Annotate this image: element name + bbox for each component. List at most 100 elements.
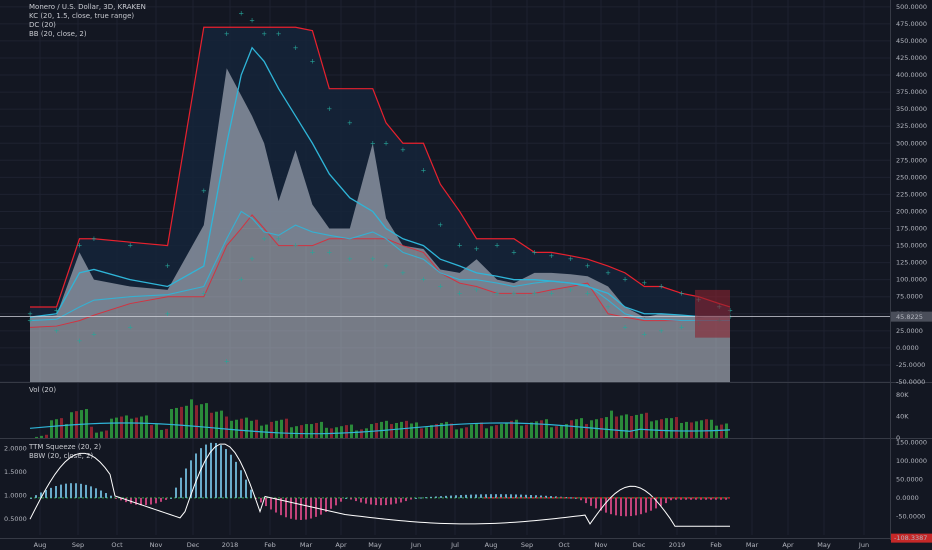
squeeze-dot <box>712 496 714 499</box>
squeeze-label[interactable]: TTM Squeeze (20, 2) <box>29 443 102 451</box>
volume-bar <box>700 420 703 438</box>
volume-bar <box>140 416 143 438</box>
squeeze-bar <box>260 497 262 503</box>
time-tick: 2019 <box>669 541 686 549</box>
squeeze-bar <box>395 497 397 504</box>
squeeze-bar <box>380 497 382 506</box>
volume-bar <box>425 427 428 438</box>
time-tick: Aug <box>34 541 47 549</box>
bb-lower-dot: + <box>585 289 591 297</box>
squeeze-dot <box>552 496 554 499</box>
time-tick: Aug <box>485 541 498 549</box>
squeeze-bar <box>610 497 612 515</box>
price-tick: -25.0000 <box>896 361 925 369</box>
volume-bar <box>120 416 123 438</box>
bb-lower-dot: + <box>309 248 315 256</box>
squeeze-dot <box>684 496 686 499</box>
squeeze-dot <box>576 496 578 499</box>
squeeze-bar <box>540 495 542 498</box>
squeeze-dot <box>652 496 654 499</box>
volume-bar <box>390 424 393 438</box>
bb-upper-dot: + <box>494 242 500 250</box>
dc-lower-line <box>29 214 730 328</box>
bb-upper-dot: + <box>326 105 332 113</box>
bb-lower-dot: + <box>326 248 332 256</box>
squeeze-bar <box>670 497 672 501</box>
squeeze-bar <box>495 494 497 498</box>
squeeze-bar <box>30 497 32 499</box>
bb-upper-dot: + <box>585 262 591 270</box>
bb-upper-dot: + <box>622 276 628 284</box>
squeeze-bar <box>640 497 642 515</box>
bb-lower-dot: + <box>370 255 376 263</box>
squeeze-bar <box>305 497 307 520</box>
volume-bar <box>340 426 343 438</box>
volume-bar <box>600 418 603 438</box>
squeeze-dot <box>728 496 730 499</box>
squeeze-bar <box>685 497 687 500</box>
volume-bar <box>655 420 658 438</box>
squeeze-bar <box>720 497 722 500</box>
squeeze-dot <box>536 496 538 499</box>
squeeze-dot <box>692 496 694 499</box>
squeeze-dot <box>584 496 586 499</box>
squeeze-dot <box>668 496 670 499</box>
volume-bar <box>170 409 173 438</box>
bb-upper-dot: + <box>421 167 427 175</box>
bb-upper-dot: + <box>437 221 443 229</box>
volume-bar <box>45 434 48 438</box>
squeeze-bar <box>80 483 82 498</box>
squeeze-bar <box>430 496 432 498</box>
time-tick: Nov <box>595 541 608 549</box>
squeeze-bar <box>440 496 442 498</box>
squeeze-dot <box>568 496 570 499</box>
squeeze-bar <box>655 497 657 509</box>
squeeze-bar <box>555 496 557 498</box>
squeeze-bar <box>350 497 352 500</box>
volume-bar <box>610 410 613 438</box>
volume-bar <box>480 422 483 438</box>
bb-upper-dot: + <box>165 262 171 270</box>
volume-bar <box>395 422 398 438</box>
squeeze-bar <box>210 442 212 498</box>
squeeze-bar <box>55 486 57 498</box>
volume-bar <box>460 428 463 438</box>
squeeze-dot <box>700 496 702 499</box>
squeeze-bar <box>575 497 577 499</box>
volume-bar <box>675 417 678 438</box>
squeeze-dot <box>660 496 662 499</box>
legend-kc[interactable]: KC (20, 1.5, close, true range) <box>29 12 135 20</box>
squeeze-dot <box>508 496 510 499</box>
volume-bar <box>615 416 618 438</box>
volume-bar <box>35 436 38 438</box>
bb-lower-dot: + <box>383 262 389 270</box>
volume-label[interactable]: Vol (20) <box>29 386 57 394</box>
bb-upper-dot: + <box>641 279 647 287</box>
volume-bar <box>660 419 663 438</box>
squeeze-dot <box>680 496 682 499</box>
squeeze-dot <box>496 496 498 499</box>
squeeze-bar <box>515 494 517 498</box>
volume-tick: 40K <box>896 413 909 421</box>
bb-lower-dot: + <box>568 286 574 294</box>
squeeze-dot <box>572 496 574 499</box>
bb-lower-dot: + <box>511 289 517 297</box>
legend-bb[interactable]: BB (20, close, 2) <box>29 30 87 38</box>
volume-bar <box>515 419 518 438</box>
bbw-label[interactable]: BBW (20, close, 2) <box>29 452 94 460</box>
volume-bar <box>220 410 223 438</box>
volume-bar <box>110 418 113 438</box>
bb-lower-dot: + <box>201 289 207 297</box>
legend-dc[interactable]: DC (20) <box>29 21 56 29</box>
squeeze-bar <box>145 497 147 506</box>
price-tick: 100.0000 <box>896 276 927 284</box>
squeeze-bar <box>535 495 537 498</box>
bbw-line <box>29 443 730 527</box>
squeeze-bar <box>170 497 172 499</box>
squeeze-bar <box>410 497 412 500</box>
bb-upper-dot: + <box>679 289 685 297</box>
price-box-red <box>695 289 730 338</box>
squeeze-dot <box>640 496 642 499</box>
squeeze-dot <box>580 496 582 499</box>
